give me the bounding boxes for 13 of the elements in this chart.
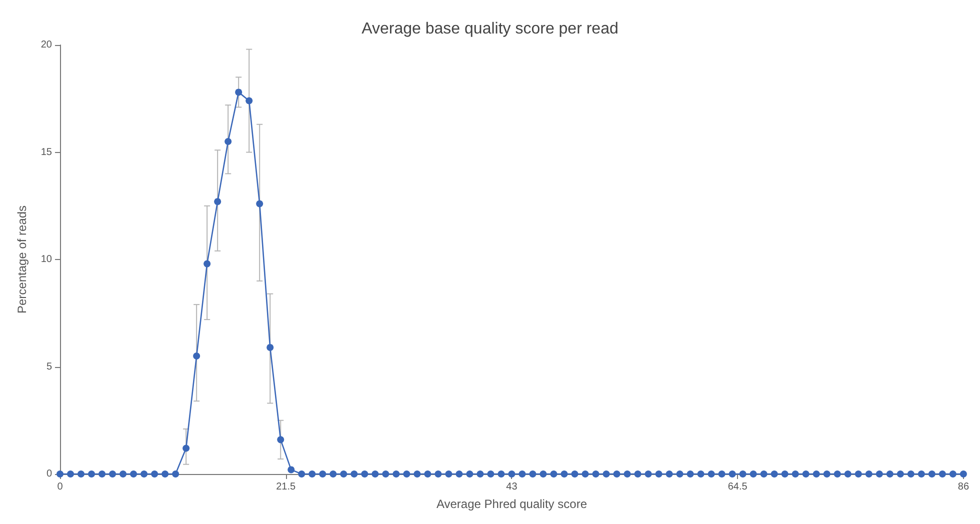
y-tick-label: 5 — [46, 361, 52, 372]
x-tick-label: 86 — [958, 482, 970, 492]
x-axis-title: Average Phred quality score — [436, 497, 588, 511]
y-tick-label: 15 — [40, 146, 52, 158]
x-tick-label: 21.5 — [276, 482, 296, 492]
x-tick-label: 43 — [506, 482, 518, 492]
y-axis-title: Percentage of reads — [15, 205, 29, 314]
y-tick-label: 0 — [46, 468, 52, 480]
y-tick-label: 10 — [40, 254, 52, 265]
chart-title: Average base quality score per read — [362, 20, 618, 38]
x-tick-label: 0 — [57, 482, 64, 492]
y-tick-label: 20 — [40, 40, 52, 50]
x-tick-label: 64.5 — [728, 482, 748, 492]
